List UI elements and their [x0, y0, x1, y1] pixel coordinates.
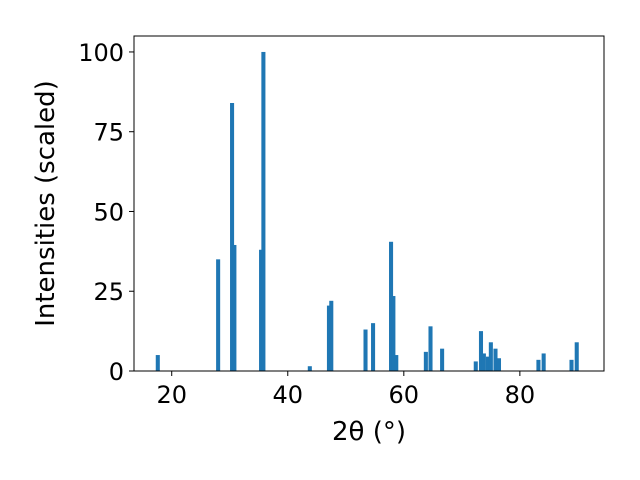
bar [216, 259, 221, 371]
bar [481, 353, 486, 371]
bar [394, 355, 399, 371]
y-tick-label: 50 [93, 198, 124, 226]
bar [155, 355, 160, 371]
bar [329, 300, 334, 371]
bar [363, 329, 368, 371]
bar [389, 241, 394, 371]
bar [496, 358, 502, 371]
x-tick-label: 20 [156, 381, 187, 409]
plot-frame [133, 35, 605, 372]
y-tick-label: 25 [93, 278, 124, 306]
bar [232, 244, 237, 371]
x-tick-label: 60 [389, 381, 420, 409]
x-axis-ticks: 20 40 60 80 [156, 371, 535, 409]
bar [485, 356, 490, 371]
bar [428, 326, 433, 371]
bar [473, 361, 478, 371]
bar [391, 296, 396, 371]
y-tick-label: 75 [93, 119, 124, 147]
bar [259, 249, 264, 371]
bar [536, 359, 541, 371]
y-tick-label: 0 [109, 358, 124, 386]
x-tick-label: 80 [505, 381, 536, 409]
bar [326, 305, 331, 371]
bar [440, 348, 445, 371]
bar [478, 331, 484, 371]
y-tick-label: 100 [78, 39, 124, 67]
y-axis-ticks: 0 25 50 75 100 [78, 39, 134, 386]
bar [261, 51, 266, 371]
x-axis-label: 2θ (°) [332, 417, 406, 447]
bar [569, 359, 574, 371]
bar [423, 351, 428, 371]
bar [488, 342, 493, 371]
bar [493, 348, 498, 371]
bar [371, 323, 376, 371]
bar [574, 342, 579, 371]
bar [307, 366, 312, 371]
x-tick-label: 40 [272, 381, 303, 409]
bar [541, 353, 546, 371]
bar [230, 103, 235, 371]
y-axis-label: Intensities (scaled) [31, 80, 61, 327]
bars-group [155, 51, 579, 371]
